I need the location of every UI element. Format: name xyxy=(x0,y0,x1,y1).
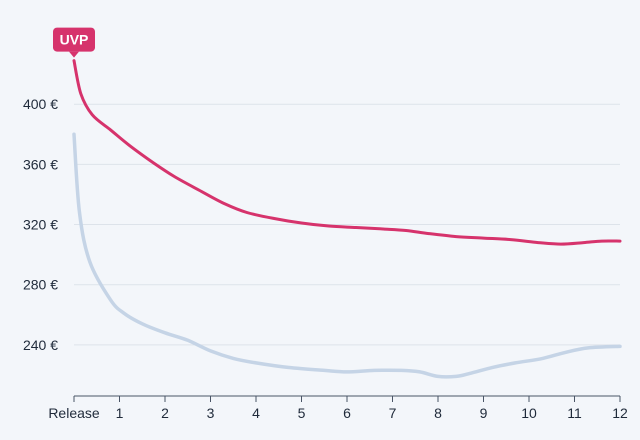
x-tick-label: 11 xyxy=(567,405,582,421)
x-tick-label: 6 xyxy=(343,405,351,421)
x-tick-label: 1 xyxy=(116,405,124,421)
x-tick-label: Release xyxy=(48,405,100,421)
y-tick-label: 280 € xyxy=(23,277,58,293)
y-tick-label: 320 € xyxy=(23,217,58,233)
series-layer xyxy=(72,59,622,379)
y-tick-label: 360 € xyxy=(23,156,58,172)
uvp-price-line xyxy=(72,59,622,246)
x-tick-label: 10 xyxy=(521,405,537,421)
x-tick-label: 4 xyxy=(252,405,260,421)
x-tick-label: 8 xyxy=(434,405,442,421)
x-tick-label: 2 xyxy=(161,405,169,421)
x-tick-label: 5 xyxy=(298,405,306,421)
x-axis: Release 1 2 3 4 5 6 7 8 9 10 11 12 xyxy=(48,395,628,421)
x-tick-label: 12 xyxy=(612,405,628,421)
y-tick-label: 240 € xyxy=(23,337,58,353)
gridlines xyxy=(74,103,620,346)
uvp-badge: UVP xyxy=(53,27,95,58)
uvp-badge-label: UVP xyxy=(60,32,89,48)
y-axis: 240 € 280 € 320 € 360 € 400 € xyxy=(23,96,58,353)
x-tick-label: 7 xyxy=(389,405,397,421)
y-tick-label: 400 € xyxy=(23,96,58,112)
uvp-badge-box xyxy=(53,27,95,52)
price-line xyxy=(72,132,622,379)
x-tick-label: 9 xyxy=(480,405,488,421)
x-tick-label: 3 xyxy=(207,405,215,421)
uvp-badge-pointer xyxy=(69,51,79,58)
series-badges: UVP xyxy=(53,27,95,58)
